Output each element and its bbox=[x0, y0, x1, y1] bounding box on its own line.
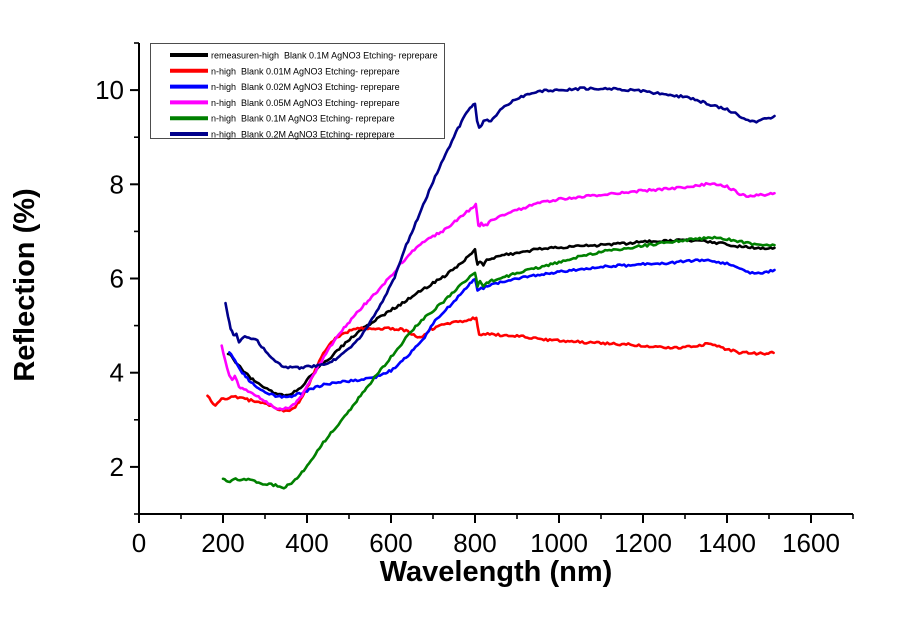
series-lines bbox=[206, 86, 776, 490]
y-tick-label: 4 bbox=[110, 358, 124, 388]
legend-label-1: n-high Blank 0.01M AgNO3 Etching- reprep… bbox=[211, 66, 400, 76]
legend-label-2: n-high Blank 0.02M AgNO3 Etching- reprep… bbox=[211, 82, 400, 92]
x-tick-label: 400 bbox=[285, 528, 328, 558]
series-line-4 bbox=[221, 235, 776, 490]
legend-label-3: n-high Blank 0.05M AgNO3 Etching- reprep… bbox=[211, 98, 400, 108]
x-tick-label: 800 bbox=[453, 528, 496, 558]
legend: remeasuren-high Blank 0.1M AgNO3 Etching… bbox=[150, 43, 445, 140]
x-tick-label: 0 bbox=[132, 528, 146, 558]
y-axis-title: Reflection (%) bbox=[9, 188, 41, 381]
y-tick-label: 10 bbox=[95, 75, 124, 105]
legend-box bbox=[150, 43, 445, 139]
y-tick-label: 6 bbox=[110, 264, 124, 294]
series-line-1 bbox=[206, 316, 775, 413]
series-line-3 bbox=[220, 181, 776, 411]
x-tick-label: 200 bbox=[201, 528, 244, 558]
legend-label-0: remeasuren-high Blank 0.1M AgNO3 Etching… bbox=[211, 51, 438, 61]
y-tick-label: 8 bbox=[110, 169, 124, 199]
y-tick-label: 2 bbox=[110, 452, 124, 482]
legend-label-5: n-high Blank 0.2M AgNO3 Etching- reprepa… bbox=[211, 130, 395, 140]
axes: 0 200 400 600 800 1000 1200 1400 1600 2 4 6 8 10 bbox=[95, 42, 854, 558]
x-tick-label: 1400 bbox=[698, 528, 756, 558]
x-tick-label: 1600 bbox=[782, 528, 840, 558]
x-axis-title: Wavelength (nm) bbox=[380, 556, 613, 588]
legend-label-4: n-high Blank 0.1M AgNO3 Etching- reprepa… bbox=[211, 114, 395, 124]
series-line-2 bbox=[228, 258, 776, 399]
series-line-0 bbox=[226, 238, 776, 398]
x-tick-label: 600 bbox=[369, 528, 412, 558]
series-line-5 bbox=[224, 86, 776, 371]
x-tick-label: 1000 bbox=[530, 528, 588, 558]
x-tick-label: 1200 bbox=[614, 528, 672, 558]
